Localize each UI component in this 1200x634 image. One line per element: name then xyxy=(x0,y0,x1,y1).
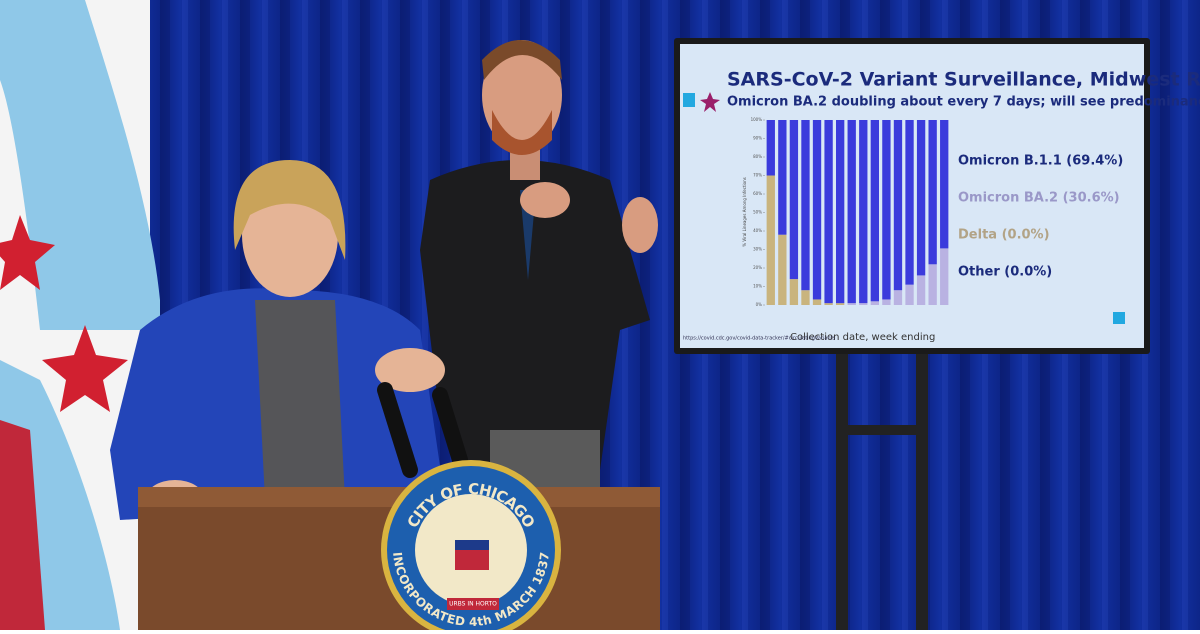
bar-segment xyxy=(928,120,937,265)
y-tick-label: 0% xyxy=(756,302,763,307)
legend-entry: Other (0.0%) xyxy=(958,265,1052,280)
bar-segment xyxy=(882,120,891,300)
speaker xyxy=(110,160,445,520)
bar-segment xyxy=(916,275,926,305)
bar-segment xyxy=(859,120,868,304)
bar-segment xyxy=(789,279,799,305)
y-tick-label: 70% xyxy=(753,173,762,178)
city-seal: CITY OF CHICAGO INCORPORATED 4th MARCH 1… xyxy=(381,460,561,634)
bar-segment xyxy=(778,234,787,305)
stand-leg xyxy=(916,350,928,630)
microphones xyxy=(377,382,468,478)
bar-segment xyxy=(870,120,880,302)
star-icon xyxy=(700,92,720,112)
chart: 0% 10% 20% 30% 40% 50% 60% 70% 80% 90% 100% Omicron… xyxy=(751,117,1124,307)
y-tick-label: 50% xyxy=(753,210,762,215)
bar-segment xyxy=(801,290,810,305)
bar-segment xyxy=(882,299,891,305)
stand-leg xyxy=(836,350,848,630)
bar-segment xyxy=(824,303,833,305)
bar-segment xyxy=(905,284,914,305)
legend-entry: Omicron B.1.1 (69.4%) xyxy=(958,154,1123,169)
seal-motto: URBS IN HORTO xyxy=(449,601,497,608)
y-tick-label: 10% xyxy=(753,284,762,289)
bar-segment xyxy=(928,264,937,305)
chart-subtitle: Omicron BA.2 doubling about every 7 days… xyxy=(727,95,1200,110)
stand-bar xyxy=(836,425,928,435)
bar-segment xyxy=(859,303,868,305)
bar-segment xyxy=(824,120,833,304)
y-tick-label: 90% xyxy=(753,136,762,141)
bar-segment xyxy=(812,299,822,305)
bar-segment xyxy=(778,120,787,235)
city-flag xyxy=(0,0,160,630)
bar-segment xyxy=(893,120,903,291)
bar-segment xyxy=(870,301,880,305)
bar-segment xyxy=(847,120,856,304)
bar-segment xyxy=(893,290,903,305)
bar-segment xyxy=(940,248,949,305)
bar-segment xyxy=(835,120,845,304)
legend-entry: Delta (0.0%) xyxy=(958,228,1050,243)
bar-segment xyxy=(905,120,914,285)
source: https://covid.cdc.gov/covid-data-tracker… xyxy=(683,336,836,342)
bar-segment xyxy=(766,120,775,176)
y-tick-label: 80% xyxy=(753,154,762,159)
y-axis-label: % Viral Lineages Among Infections xyxy=(742,177,747,246)
y-tick-label: 30% xyxy=(753,247,762,252)
page-icon xyxy=(1113,312,1125,324)
y-tick-label: 40% xyxy=(753,228,762,233)
y-tick-label: 60% xyxy=(753,191,762,196)
y-tick-label: 100% xyxy=(751,117,763,122)
chart-title: SARS-CoV-2 Variant Surveillance, Midwest… xyxy=(727,69,1200,91)
x-axis-label: Collection date, week ending xyxy=(790,332,935,343)
bar-segment xyxy=(789,120,799,280)
bar-segment xyxy=(847,303,856,305)
bar-segment xyxy=(916,120,926,276)
bar-segment xyxy=(835,303,845,305)
logo-square xyxy=(683,93,695,107)
bar-segment xyxy=(766,175,775,305)
bar-segment xyxy=(801,120,810,291)
bar-segment xyxy=(940,120,949,249)
bar-segment xyxy=(812,120,822,300)
legend-entry: Omicron BA.2 (30.6%) xyxy=(958,191,1120,206)
y-tick-label: 20% xyxy=(753,265,762,270)
